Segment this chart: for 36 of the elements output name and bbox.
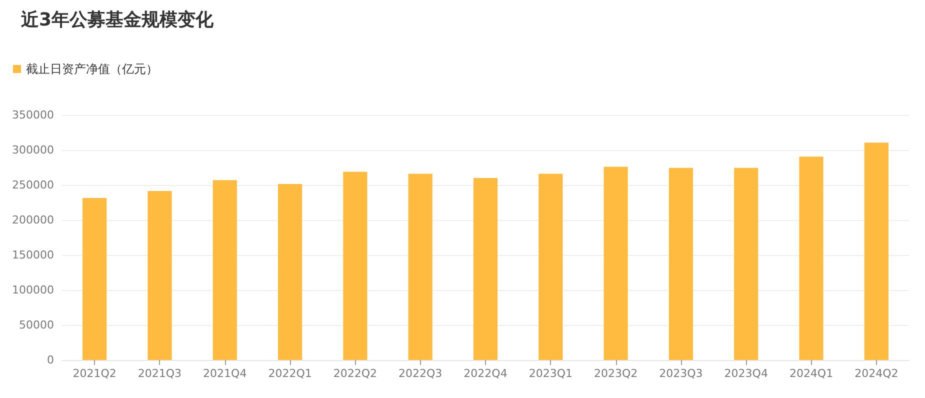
bar [408, 174, 432, 360]
bar [212, 180, 237, 360]
x-tick-label: 2022Q4 [464, 367, 508, 380]
y-tick-label: 0 [47, 354, 54, 366]
x-tick-label: 2024Q1 [789, 367, 834, 380]
y-tick-label: 150000 [12, 248, 54, 262]
y-tick-label: 350000 [12, 108, 54, 122]
x-tick-label: 2023Q4 [724, 367, 768, 380]
bar [604, 166, 628, 360]
bar [82, 198, 107, 360]
x-tick-label: 2023Q1 [528, 367, 572, 380]
x-tick-label: 2023Q3 [659, 367, 703, 380]
x-tick-label: 2021Q3 [138, 367, 182, 380]
bar [343, 172, 368, 360]
chart-title: 近3年公募基金规模变化 [20, 10, 215, 30]
legend-label: 截止日资产净值（亿元） [26, 62, 158, 76]
bar [278, 184, 302, 360]
x-tick-label: 2022Q1 [268, 367, 312, 380]
bar [538, 174, 563, 360]
x-tick-label: 2024Q2 [854, 367, 898, 380]
bar [799, 156, 824, 360]
bar [148, 190, 172, 360]
x-tick-label: 2022Q3 [398, 367, 442, 380]
x-tick-label: 2023Q2 [594, 367, 638, 380]
y-tick-label: 50000 [19, 318, 54, 332]
x-tick-label: 2021Q2 [72, 367, 116, 380]
y-tick-label: 250000 [12, 178, 54, 192]
x-tick-label: 2021Q4 [203, 367, 247, 380]
bar [864, 142, 888, 360]
y-tick-label: 100000 [12, 284, 54, 296]
bar [473, 178, 498, 360]
y-tick-label: 200000 [12, 214, 54, 226]
bar [668, 168, 694, 360]
bar [734, 168, 758, 360]
y-tick-label: 300000 [12, 144, 54, 156]
x-tick-label: 2022Q2 [333, 367, 378, 380]
